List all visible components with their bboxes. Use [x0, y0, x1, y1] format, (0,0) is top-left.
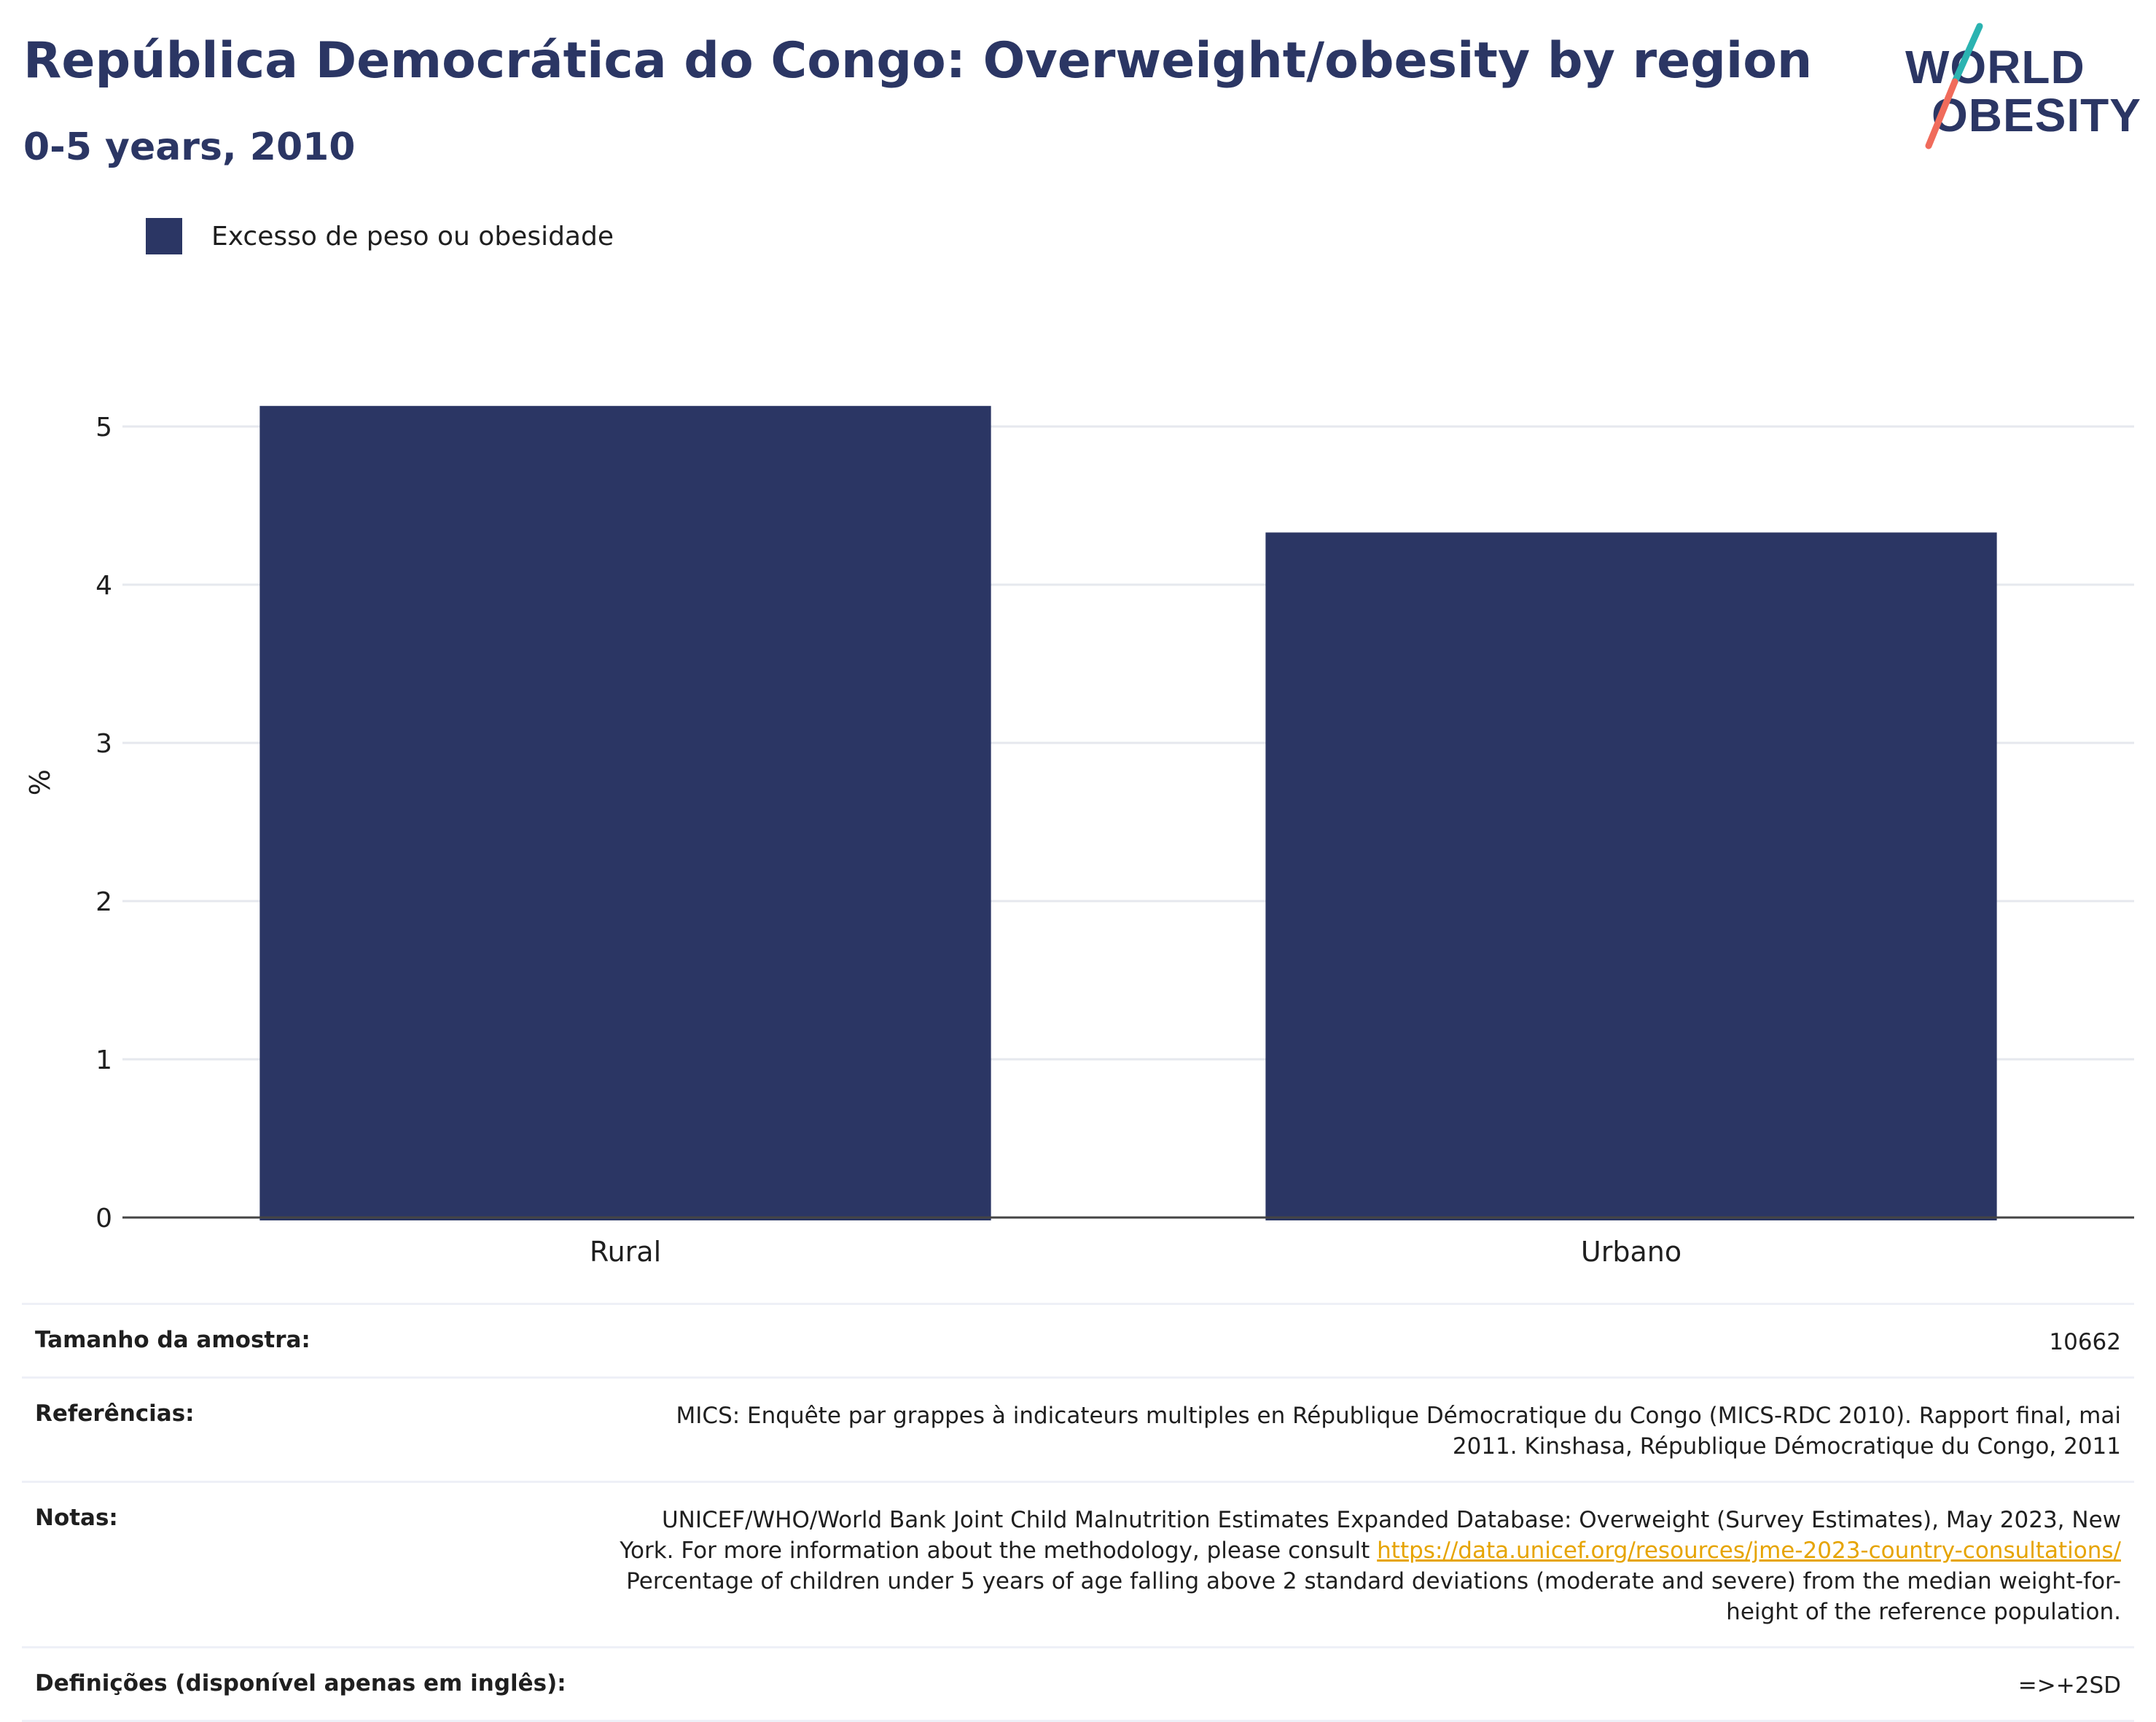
x-tick-label: Rural	[590, 1236, 661, 1268]
notes-text-before: UNICEF/WHO/World Bank Joint Child Malnut…	[620, 1507, 2121, 1564]
info-row-notes: Notas: UNICEF/WHO/World Bank Joint Child…	[22, 1483, 2134, 1648]
y-tick-label: 0	[95, 1204, 112, 1234]
world-obesity-logo[interactable]: WORLD OBESITY	[1895, 22, 2143, 153]
y-axis-label: %	[24, 769, 56, 795]
bar-urbano[interactable]	[1265, 532, 1997, 1220]
sample-size-label: Tamanho da amostra:	[35, 1327, 310, 1353]
logo-text-obesity: OBESITY	[1932, 89, 2141, 141]
bars	[259, 405, 1997, 1220]
legend-swatch	[146, 218, 182, 254]
notes-label: Notas:	[35, 1505, 118, 1531]
bar-chart: 0 1 2 3 4 5 Rural Urbano %	[24, 405, 2134, 1268]
references-value: MICS: Enquête par grappes à indicateurs …	[676, 1403, 2121, 1460]
legend-label: Excesso de peso ou obesidade	[211, 221, 614, 252]
x-tick-labels: Rural Urbano	[590, 1236, 1682, 1268]
logo-text-world: WORLD	[1905, 41, 2085, 93]
y-tick-label: 3	[95, 729, 112, 759]
notes-link[interactable]: https://data.unicef.org/resources/jme-20…	[1377, 1538, 2121, 1564]
chart-legend[interactable]: Excesso de peso ou obesidade	[146, 216, 614, 257]
y-tick-label: 4	[95, 571, 112, 601]
info-table: Tamanho da amostra: 10662 Referências: M…	[22, 1303, 2134, 1722]
sample-size-value: 10662	[2049, 1329, 2121, 1355]
chart-title: República Democrática do Congo: Overweig…	[23, 32, 1813, 90]
y-tick-label: 2	[95, 887, 112, 917]
notes-value: UNICEF/WHO/World Bank Joint Child Malnut…	[605, 1505, 2121, 1627]
definitions-value: =>+2SD	[2018, 1672, 2121, 1699]
info-row-references: Referências: MICS: Enquête par grappes à…	[22, 1379, 2134, 1483]
logo-slash-coral	[1925, 78, 1958, 149]
notes-text-after: Percentage of children under 5 years of …	[626, 1568, 2121, 1625]
definitions-label: Definições (disponível apenas em inglês)…	[35, 1670, 566, 1696]
references-label: Referências:	[35, 1400, 195, 1427]
bar-rural[interactable]	[259, 405, 991, 1220]
y-tick-label: 1	[95, 1045, 112, 1075]
chart-subtitle: 0-5 years, 2010	[23, 125, 356, 169]
logo-slash-teal	[1951, 23, 1983, 85]
x-tick-label: Urbano	[1581, 1236, 1682, 1268]
y-tick-label: 5	[95, 413, 112, 443]
info-row-sample-size: Tamanho da amostra: 10662	[22, 1305, 2134, 1379]
info-row-definitions: Definições (disponível apenas em inglês)…	[22, 1648, 2134, 1722]
y-tick-labels: 0 1 2 3 4 5	[95, 413, 112, 1234]
